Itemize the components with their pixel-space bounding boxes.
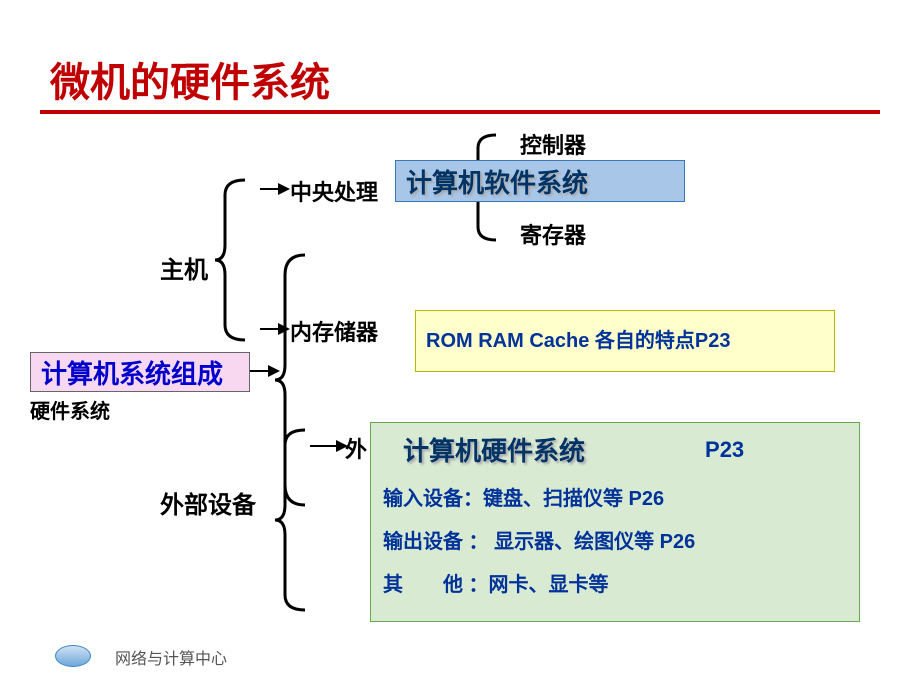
brace-host <box>215 175 245 345</box>
arrow-memory <box>260 328 280 330</box>
cpu-label: 中央处理 <box>290 175 378 207</box>
software-box: 计算机软件系统 <box>395 160 685 202</box>
root-box: 计算机系统组成 <box>30 352 250 392</box>
memory-box: ROM RAM Cache 各自的特点P23 <box>415 310 835 372</box>
external-label: 外部设备 <box>160 485 256 520</box>
footer-logo-icon <box>55 645 91 667</box>
arrow-ext <box>310 445 338 447</box>
memory-label: 内存储器 <box>290 315 378 347</box>
root-sublabel: 硬件系统 <box>30 395 110 424</box>
footer-text: 网络与计算中心 <box>115 645 227 669</box>
arrow-root <box>250 370 270 372</box>
memory-box-text: ROM RAM Cache 各自的特点P23 <box>426 328 731 354</box>
page-title: 微机的硬件系统 <box>50 50 330 108</box>
arrow-cpu <box>260 188 280 190</box>
hardware-box-title: 计算机硬件系统 <box>403 431 585 468</box>
host-label: 主机 <box>160 250 208 285</box>
ext-partial-label: 外 <box>345 432 367 464</box>
hw-line2: 输出设备 ： 显示器、绘图仪等 P26 <box>383 525 847 554</box>
hardware-box-p23: P23 <box>705 437 744 463</box>
title-underline <box>40 110 880 114</box>
register-label: 寄存器 <box>520 218 586 250</box>
hw-line1: 输入设备：键盘、扫描仪等 P26 <box>383 482 847 511</box>
controller-label: 控制器 <box>520 128 586 160</box>
hw-line3: 其 他 ：网卡、显卡等 <box>383 568 847 597</box>
hardware-box: 计算机硬件系统 P23 输入设备：键盘、扫描仪等 P26 输出设备 ： 显示器、… <box>370 422 860 622</box>
brace-external <box>275 425 305 615</box>
